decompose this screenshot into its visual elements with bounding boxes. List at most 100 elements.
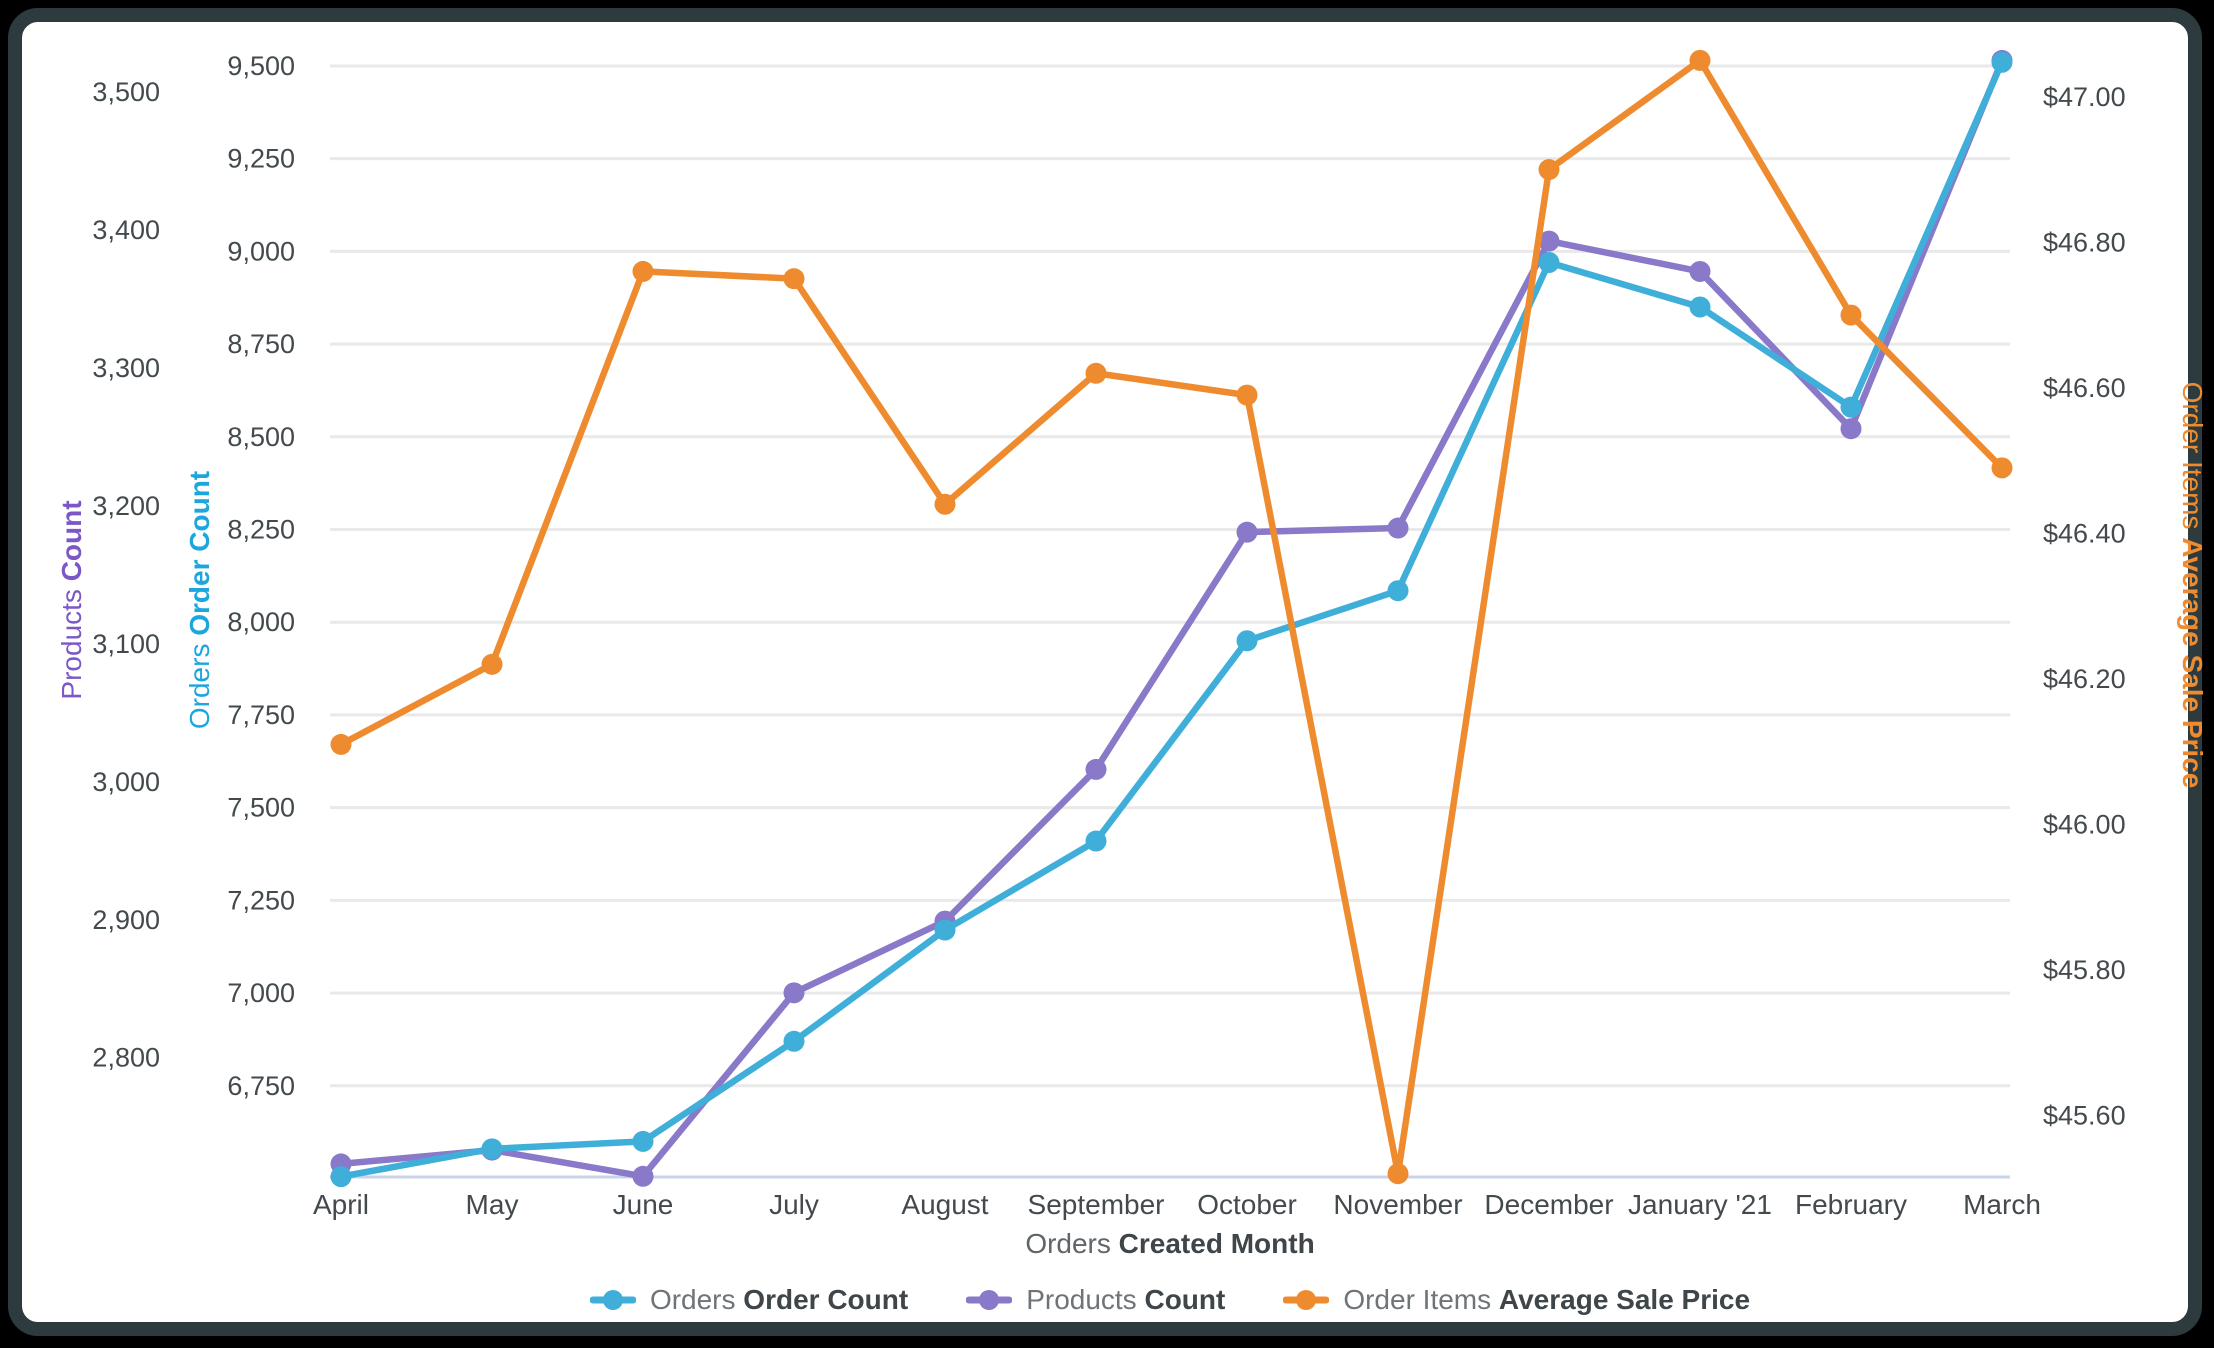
legend: Orders Order Count Products Count Order It…: [330, 1284, 2010, 1316]
y-axis-title-price: Order Items Average Sale Price: [2176, 382, 2208, 789]
products-tick-label: 2,900: [92, 905, 160, 935]
products-tick-label: 3,100: [92, 629, 160, 659]
x-tick-label: October: [1197, 1189, 1297, 1220]
data-point-orders-order-count-December[interactable]: [1538, 252, 1560, 274]
orders-tick-label: 9,500: [227, 51, 295, 81]
data-point-orders-order-count-July[interactable]: [783, 1030, 805, 1052]
price-tick-label: $47.00: [2043, 82, 2126, 112]
products-tick-label: 3,400: [92, 215, 160, 245]
data-point-products-count-January '21[interactable]: [1689, 260, 1711, 282]
x-tick-label: September: [1028, 1189, 1165, 1220]
orders-tick-label: 7,000: [227, 978, 295, 1008]
y-axis-title-orders-prefix: Orders: [184, 643, 215, 730]
data-point-orders-order-count-January '21[interactable]: [1689, 296, 1711, 318]
gridlines: [330, 64, 2010, 1088]
data-point-orders-order-count-June[interactable]: [632, 1130, 654, 1152]
data-point-products-count-December[interactable]: [1538, 230, 1560, 252]
legend-item-order-items-average-sale-price[interactable]: Order Items Average Sale Price: [1283, 1284, 1750, 1316]
data-point-products-count-July[interactable]: [783, 982, 805, 1004]
orders-tick-label: 8,250: [227, 515, 295, 545]
orders-tick-label: 8,000: [227, 607, 295, 637]
products-count-line: [337, 57, 2006, 1180]
x-tick-label: December: [1484, 1189, 1613, 1220]
legend-label-prefix: Orders: [649, 1284, 744, 1315]
products-tick-label: 2,800: [92, 1043, 160, 1073]
legend-label-bold: Order Count: [743, 1284, 909, 1315]
x-axis-title-prefix: Orders: [1025, 1228, 1111, 1259]
orders-tick-label: 7,500: [227, 793, 295, 823]
data-point-products-count-June[interactable]: [632, 1165, 654, 1187]
data-point-order-items-average-sale-price-August[interactable]: [934, 493, 956, 515]
x-tick-label: June: [613, 1189, 674, 1220]
y-axis-title-orders-bold: Order Count: [184, 470, 215, 636]
products-tick-label: 3,300: [92, 353, 160, 383]
x-tick-label: February: [1795, 1189, 1907, 1220]
legend-item-products-count[interactable]: Products Count: [966, 1284, 1225, 1316]
data-point-orders-order-count-February[interactable]: [1840, 396, 1862, 418]
legend-label-bold: Average Sale Price: [1498, 1284, 1751, 1315]
data-point-order-items-average-sale-price-November[interactable]: [1387, 1163, 1409, 1185]
y-axis-title-orders: Orders Order Count: [184, 471, 216, 729]
price-tick-label: $46.60: [2043, 373, 2126, 403]
data-point-products-count-September[interactable]: [1085, 758, 1107, 780]
y-axis-title-products-bold: Count: [56, 500, 87, 582]
data-point-products-count-October[interactable]: [1236, 521, 1258, 543]
data-point-orders-order-count-May[interactable]: [481, 1138, 503, 1160]
data-point-order-items-average-sale-price-March[interactable]: [1991, 457, 2013, 479]
y-axis-title-price-bold: Average Sale Price: [2177, 537, 2208, 789]
legend-marker-icon: [1283, 1290, 1330, 1310]
data-point-order-items-average-sale-price-July[interactable]: [783, 268, 805, 290]
series-orders-order-count: [330, 51, 2013, 1188]
x-tick-label: January '21: [1628, 1189, 1772, 1220]
data-point-order-items-average-sale-price-June[interactable]: [632, 260, 654, 282]
products-tick-label: 3,000: [92, 767, 160, 797]
data-point-products-count-February[interactable]: [1840, 418, 1862, 440]
x-axis-title-bold: Created Month: [1118, 1228, 1315, 1259]
data-point-orders-order-count-October[interactable]: [1236, 630, 1258, 652]
order-items-average-sale-price-line: [337, 57, 2006, 1177]
data-point-order-items-average-sale-price-May[interactable]: [481, 653, 503, 675]
legend-marker-icon: [966, 1290, 1013, 1310]
price-tick-label: $46.00: [2043, 809, 2126, 839]
data-point-order-items-average-sale-price-December[interactable]: [1538, 159, 1560, 181]
price-tick-label: $46.20: [2043, 664, 2126, 694]
data-point-orders-order-count-March[interactable]: [1991, 51, 2013, 73]
data-point-order-items-average-sale-price-January '21[interactable]: [1689, 49, 1711, 71]
data-point-order-items-average-sale-price-February[interactable]: [1840, 304, 1862, 326]
data-point-orders-order-count-September[interactable]: [1085, 830, 1107, 852]
x-axis-title: Orders Created Month: [330, 1228, 2010, 1260]
x-tick-label: August: [901, 1189, 988, 1220]
x-tick-label: March: [1963, 1189, 2041, 1220]
orders-tick-label: 6,750: [227, 1071, 295, 1101]
data-point-order-items-average-sale-price-September[interactable]: [1085, 362, 1107, 384]
price-tick-label: $46.40: [2043, 518, 2126, 548]
price-tick-label: $45.80: [2043, 955, 2126, 985]
x-tick-label: November: [1333, 1189, 1462, 1220]
orders-tick-label: 7,250: [227, 885, 295, 915]
data-point-order-items-average-sale-price-April[interactable]: [330, 733, 352, 755]
x-tick-label: May: [466, 1189, 519, 1220]
legend-item-orders-order-count[interactable]: Orders Order Count: [589, 1284, 909, 1316]
legend-label-prefix: Order Items: [1343, 1284, 1499, 1315]
legend-marker-icon: [589, 1290, 636, 1310]
data-point-products-count-November[interactable]: [1387, 517, 1409, 539]
chart-card: [8, 8, 2202, 1336]
orders-tick-label: 9,250: [227, 144, 295, 174]
y-axis-title-products-prefix: Products: [56, 589, 87, 700]
data-point-orders-order-count-November[interactable]: [1387, 580, 1409, 602]
data-point-orders-order-count-April[interactable]: [330, 1166, 352, 1188]
x-tick-label: July: [769, 1189, 819, 1220]
series-products-count: [330, 49, 2013, 1187]
data-point-orders-order-count-August[interactable]: [934, 919, 956, 941]
orders-tick-label: 8,750: [227, 329, 295, 359]
orders-tick-label: 9,000: [227, 236, 295, 266]
orders-tick-label: 8,500: [227, 422, 295, 452]
data-point-order-items-average-sale-price-October[interactable]: [1236, 384, 1258, 406]
orders-order-count-line: [337, 59, 2006, 1180]
x-tick-label: April: [313, 1189, 369, 1220]
y-axis-title-price-prefix: Order Items: [2177, 381, 2208, 530]
price-tick-label: $45.60: [2043, 1101, 2126, 1131]
legend-label-bold: Count: [1144, 1284, 1226, 1315]
